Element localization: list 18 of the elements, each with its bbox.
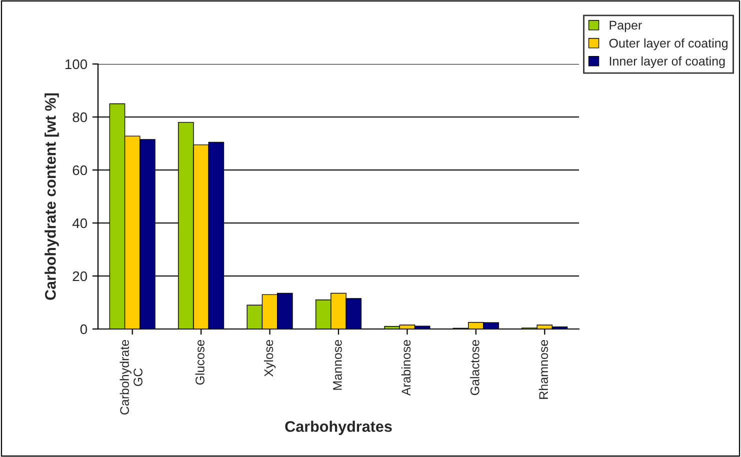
legend-label: Outer layer of coating <box>609 38 728 50</box>
y-tick-label: 60 <box>72 165 88 176</box>
x-tick-label: Rhamnose <box>538 340 548 399</box>
y-tick-label: 80 <box>72 112 88 122</box>
y-tick-label: 20 <box>72 271 88 282</box>
y-tick-label: 40 <box>72 218 88 228</box>
x-tick-label: Galactose <box>470 340 480 396</box>
x-tick-label: Xylose <box>264 340 276 377</box>
x-tick-label: Arabinose <box>401 340 411 396</box>
y-tick-label: 0 <box>80 324 88 334</box>
x-tick-label: Carbohydrate GC <box>120 340 142 415</box>
legend-label: Paper <box>610 20 642 32</box>
x-tick-label: Glucose <box>195 340 204 385</box>
x-tick-label: Mannose <box>333 340 342 390</box>
x-axis-title: Carbohydrates <box>285 420 392 435</box>
y-axis-title: Carbohydrate content [wt %] <box>44 93 59 300</box>
y-tick-label: 100 <box>65 59 88 70</box>
legend-label: Inner layer of coating <box>610 56 725 68</box>
